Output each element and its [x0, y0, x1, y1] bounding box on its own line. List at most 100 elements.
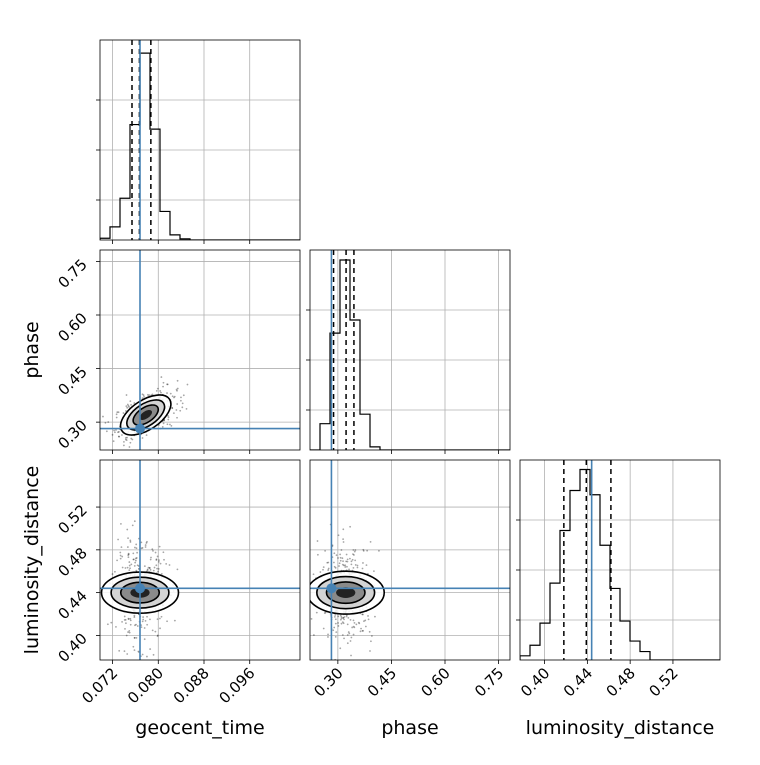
- sample-point: [135, 543, 138, 546]
- sample-point: [125, 410, 127, 412]
- sample-point: [147, 566, 150, 569]
- sample-point: [124, 437, 127, 439]
- sample-point: [120, 522, 122, 525]
- sample-point: [123, 650, 126, 653]
- sample-point: [356, 564, 359, 567]
- sample-point: [337, 622, 339, 624]
- sample-point: [367, 618, 370, 621]
- x-axis-label-geocent_time: geocent_time: [135, 717, 264, 739]
- sample-point: [127, 617, 130, 620]
- sample-point: [156, 635, 159, 638]
- panel-frame: [99, 249, 301, 451]
- sample-point: [172, 412, 175, 415]
- sample-point: [158, 545, 161, 548]
- sample-point: [171, 395, 174, 398]
- sample-point: [181, 406, 184, 409]
- y-tick-label: 0.30: [54, 416, 90, 452]
- sample-point: [144, 546, 147, 548]
- sample-point: [145, 434, 148, 437]
- sample-point: [355, 623, 358, 626]
- sample-point: [362, 629, 364, 632]
- sample-point: [126, 528, 129, 531]
- sample-point: [354, 564, 357, 566]
- histogram-phase: [310, 259, 510, 450]
- sample-point: [125, 622, 127, 625]
- sample-point: [350, 563, 353, 566]
- sample-point: [150, 556, 152, 559]
- sample-point: [119, 551, 122, 554]
- sample-point: [369, 650, 371, 652]
- sample-point: [167, 418, 170, 421]
- sample-point: [342, 616, 345, 619]
- sample-point: [140, 541, 143, 544]
- y-tick-label: 0.75: [54, 256, 90, 292]
- sample-point: [140, 547, 143, 550]
- sample-point: [348, 632, 351, 635]
- sample-point: [158, 617, 161, 620]
- histogram-geocent_time: [100, 52, 300, 240]
- sample-point: [362, 548, 365, 551]
- sample-point: [342, 528, 345, 531]
- sample-point: [342, 541, 345, 543]
- sample-point: [353, 550, 356, 553]
- sample-point: [151, 629, 154, 632]
- sample-point: [120, 546, 123, 548]
- sample-point: [146, 615, 148, 618]
- sample-point: [342, 622, 345, 625]
- sample-point: [133, 402, 136, 404]
- sample-point: [127, 556, 130, 559]
- sample-point: [176, 416, 178, 419]
- sample-point: [115, 626, 117, 628]
- x-tick-label: 0.45: [364, 664, 400, 700]
- sample-point: [121, 566, 124, 569]
- sample-point: [346, 565, 348, 568]
- sample-point: [364, 619, 367, 622]
- sample-point: [334, 636, 337, 638]
- sample-point: [334, 622, 337, 625]
- sample-point: [141, 393, 144, 396]
- y-tick-label: 0.60: [54, 309, 90, 345]
- sample-point: [128, 406, 131, 408]
- sample-point: [124, 438, 127, 441]
- sample-point: [353, 554, 355, 556]
- sample-point: [333, 615, 336, 618]
- sample-point: [122, 412, 125, 414]
- sample-point: [327, 567, 330, 570]
- sample-point: [117, 411, 120, 414]
- sample-point: [322, 627, 325, 630]
- sample-point: [173, 395, 176, 398]
- sample-point: [118, 435, 121, 438]
- sample-point: [312, 634, 315, 636]
- sample-point: [353, 621, 356, 624]
- sample-point: [159, 562, 162, 565]
- sample-point: [107, 421, 110, 423]
- sample-point: [340, 622, 343, 625]
- sample-point: [112, 440, 115, 443]
- sample-point: [110, 621, 113, 624]
- sample-point: [123, 619, 126, 621]
- sample-point: [175, 388, 178, 391]
- sample-point: [117, 431, 119, 434]
- sample-point: [146, 568, 149, 571]
- sample-point: [134, 559, 137, 562]
- sample-point: [154, 630, 157, 633]
- sample-point: [358, 622, 361, 625]
- sample-point: [123, 440, 125, 443]
- sample-point: [352, 633, 355, 636]
- sample-point: [349, 618, 352, 621]
- sample-point: [166, 423, 169, 426]
- sample-point: [148, 567, 151, 569]
- sample-point: [167, 416, 170, 419]
- sample-point: [127, 552, 130, 555]
- sample-point: [165, 563, 168, 565]
- y-tick-label: 0.44: [54, 587, 90, 623]
- sample-point: [169, 423, 171, 426]
- panel-frame: [309, 249, 511, 451]
- sample-point: [129, 617, 132, 620]
- sample-point: [176, 389, 178, 392]
- sample-point: [144, 619, 147, 622]
- sample-point: [117, 430, 120, 433]
- sample-point: [129, 541, 132, 543]
- sample-point: [134, 624, 136, 627]
- sample-point: [124, 618, 127, 621]
